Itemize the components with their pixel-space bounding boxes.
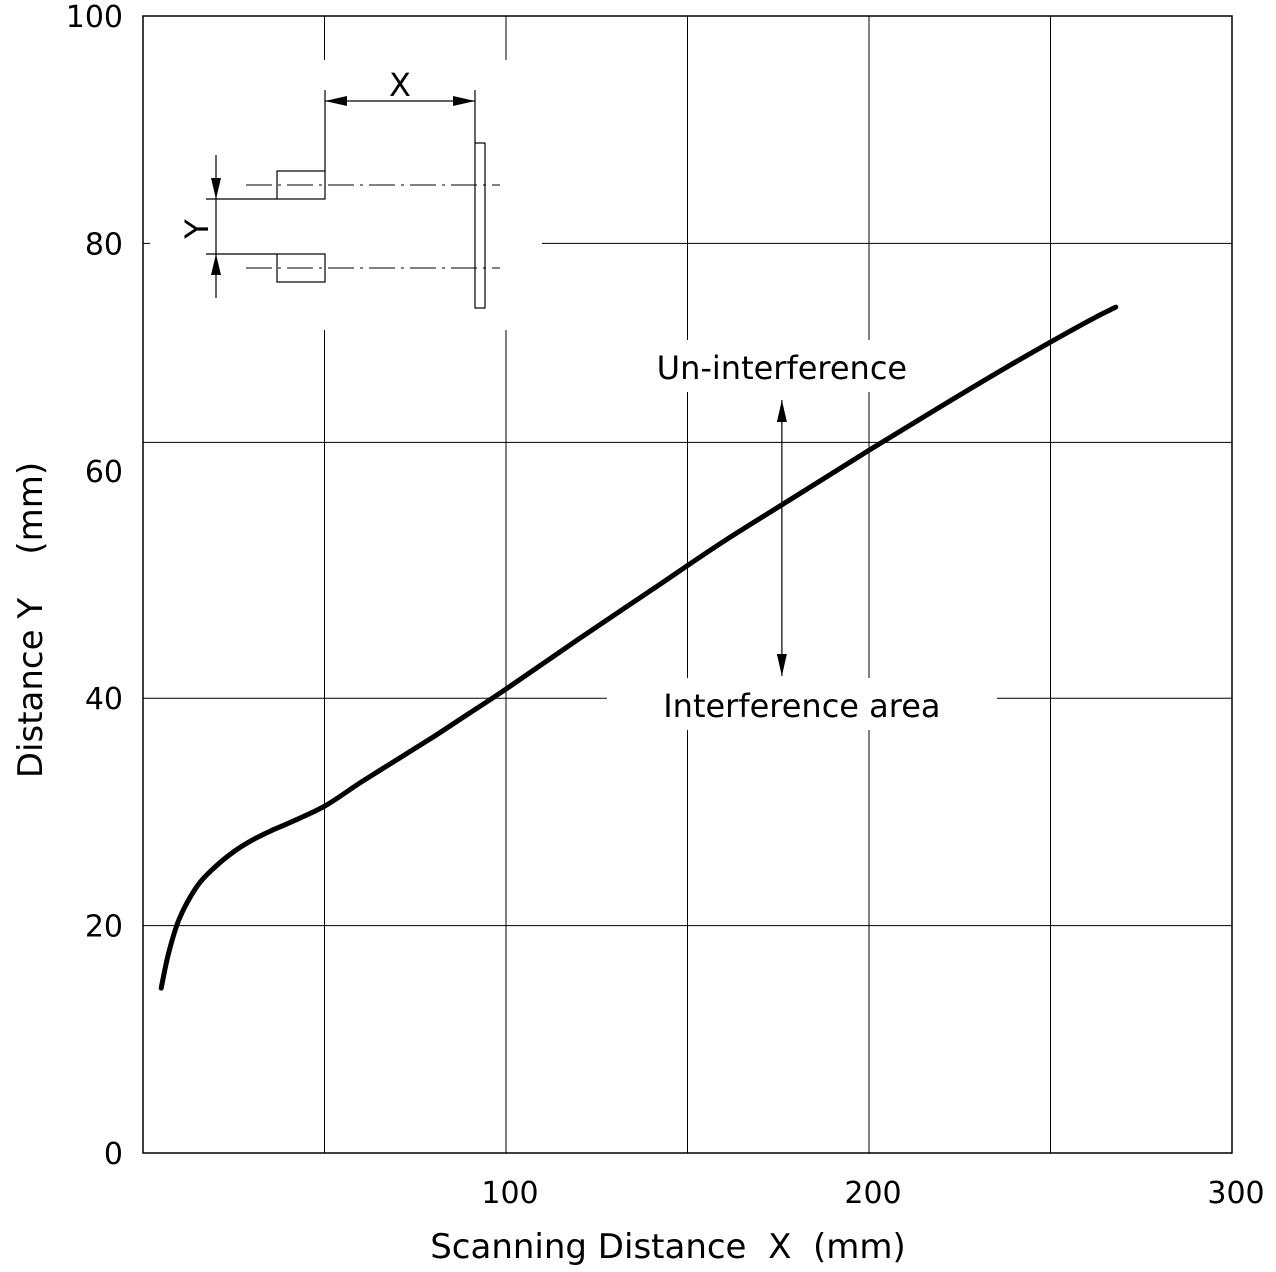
y-dimension-label: Y: [178, 219, 216, 240]
un-interference-label: Un-interference: [657, 349, 907, 387]
sensor-arrangement-diagram: X Y: [178, 66, 500, 309]
lower-label-background: [606, 678, 997, 730]
y-tick-label: 80: [85, 227, 123, 262]
emitter-box-bottom: [276, 253, 326, 283]
y-tick-label: 60: [85, 455, 123, 490]
y-arrow-up-icon: [211, 254, 221, 275]
y-tick-label: 100: [66, 0, 123, 35]
x-arrow-left-icon: [325, 96, 347, 106]
region-annotations: Un-interference Interference area: [657, 349, 941, 725]
y-tick-label: 20: [85, 910, 123, 945]
x-tick-label: 300: [1207, 1176, 1264, 1211]
emitter-box-top: [276, 170, 326, 200]
interference-area-label: Interference area: [663, 687, 940, 725]
upper-label-background: [621, 340, 942, 392]
x-arrow-right-icon: [453, 96, 475, 106]
target-plate: [474, 142, 486, 309]
tick-labels: 0 20 40 60 80 100 100 200 300: [66, 0, 1265, 1211]
y-tick-label: 0: [104, 1137, 123, 1172]
y-arrow-down-icon: [211, 178, 221, 199]
y-tick-label: 40: [85, 682, 123, 717]
arrow-up-icon: [776, 400, 787, 422]
y-axis-title: Distance Y (mm): [11, 462, 51, 778]
series-line: [158, 304, 1119, 991]
arrow-down-icon: [776, 654, 787, 676]
data-series: [158, 304, 1119, 991]
x-tick-label: 200: [844, 1176, 901, 1211]
x-axis-title: Scanning Distance X (mm): [430, 1227, 906, 1267]
plot-frame: [142, 15, 1233, 1154]
x-dimension-label: X: [389, 66, 411, 104]
x-tick-label: 100: [481, 1176, 538, 1211]
